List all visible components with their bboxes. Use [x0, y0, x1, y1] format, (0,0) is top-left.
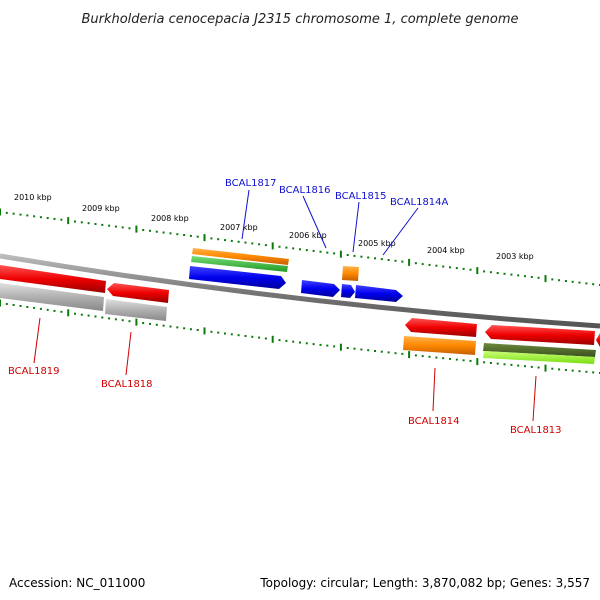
- gene-arrow-bcal1813[interactable]: [485, 325, 595, 345]
- gray-feature-1818[interactable]: [105, 299, 167, 321]
- top-gene-labels: BCAL1817 BCAL1816 BCAL1815 BCAL1814A: [225, 178, 449, 256]
- kbp-label-2006: 2006 kbp: [289, 231, 327, 240]
- map-title: Burkholderia cenocepacia J2315 chromosom…: [81, 12, 518, 27]
- kbp-label-2004: 2004 kbp: [427, 246, 465, 255]
- inner-tick-track: [0, 299, 600, 374]
- gene-label-bcal1814[interactable]: BCAL1814: [408, 416, 460, 427]
- kbp-label-2007: 2007 kbp: [220, 223, 258, 232]
- kbp-label-2008: 2008 kbp: [151, 214, 189, 223]
- forward-features: [189, 248, 403, 302]
- lime-feature-1813[interactable]: [483, 351, 595, 364]
- outer-tick-track: [0, 208, 600, 286]
- orange-feature-1817[interactable]: [192, 248, 289, 265]
- gene-arrow-bcal1818[interactable]: [107, 283, 169, 303]
- leader-line-bcal1818: [125, 331, 132, 376]
- leader-line-bcal1817: [241, 189, 250, 240]
- genome-summary-text: Topology: circular; Length: 3,870,082 bp…: [259, 576, 590, 590]
- leader-line-bcal1814: [432, 367, 436, 412]
- gene-label-bcal1815[interactable]: BCAL1815: [335, 191, 387, 202]
- gene-arrow-bcal1814a[interactable]: [355, 285, 403, 302]
- gene-arrow-bcal1816[interactable]: [301, 280, 340, 297]
- leader-line-bcal1819: [33, 317, 41, 364]
- gene-label-bcal1816[interactable]: BCAL1816: [279, 185, 331, 196]
- leader-line-bcal1814a: [382, 207, 419, 256]
- orange-feature-1814[interactable]: [403, 336, 476, 355]
- orange-feature-1815[interactable]: [342, 266, 359, 281]
- gray-feature-1819[interactable]: [0, 283, 104, 311]
- gene-label-bcal1813[interactable]: BCAL1813: [510, 425, 562, 436]
- kbp-label-2005: 2005 kbp: [358, 239, 396, 248]
- gene-label-bcal1814a[interactable]: BCAL1814A: [390, 197, 449, 208]
- olive-feature-1813[interactable]: [483, 343, 596, 357]
- green-feature-1817[interactable]: [191, 256, 288, 272]
- gene-label-bcal1819[interactable]: BCAL1819: [8, 366, 60, 377]
- leader-line-bcal1816: [302, 195, 327, 249]
- gene-label-bcal1817[interactable]: BCAL1817: [225, 178, 277, 189]
- leader-line-bcal1813: [532, 375, 537, 422]
- bottom-gene-labels: BCAL1819 BCAL1818 BCAL1814 BCAL1813: [8, 317, 562, 436]
- gene-arrow-bcal1817[interactable]: [189, 266, 286, 289]
- leader-line-bcal1815: [352, 201, 360, 253]
- red-feature-right-edge[interactable]: [596, 333, 600, 347]
- kbp-label-2010: 2010 kbp: [14, 193, 52, 202]
- kbp-label-2009: 2009 kbp: [82, 204, 120, 213]
- kbp-scale: 2010 kbp 2009 kbp 2008 kbp 2007 kbp 2006…: [14, 193, 534, 261]
- gene-label-bcal1818[interactable]: BCAL1818: [101, 379, 153, 390]
- gene-arrow-bcal1819[interactable]: [0, 265, 106, 293]
- gene-arrow-bcal1815[interactable]: [341, 284, 355, 298]
- gene-arrow-bcal1814[interactable]: [405, 318, 477, 337]
- chromosome-backbone: [0, 253, 600, 329]
- kbp-label-2003: 2003 kbp: [496, 252, 534, 261]
- reverse-features: [0, 265, 600, 364]
- accession-text: Accession: NC_011000: [9, 576, 145, 590]
